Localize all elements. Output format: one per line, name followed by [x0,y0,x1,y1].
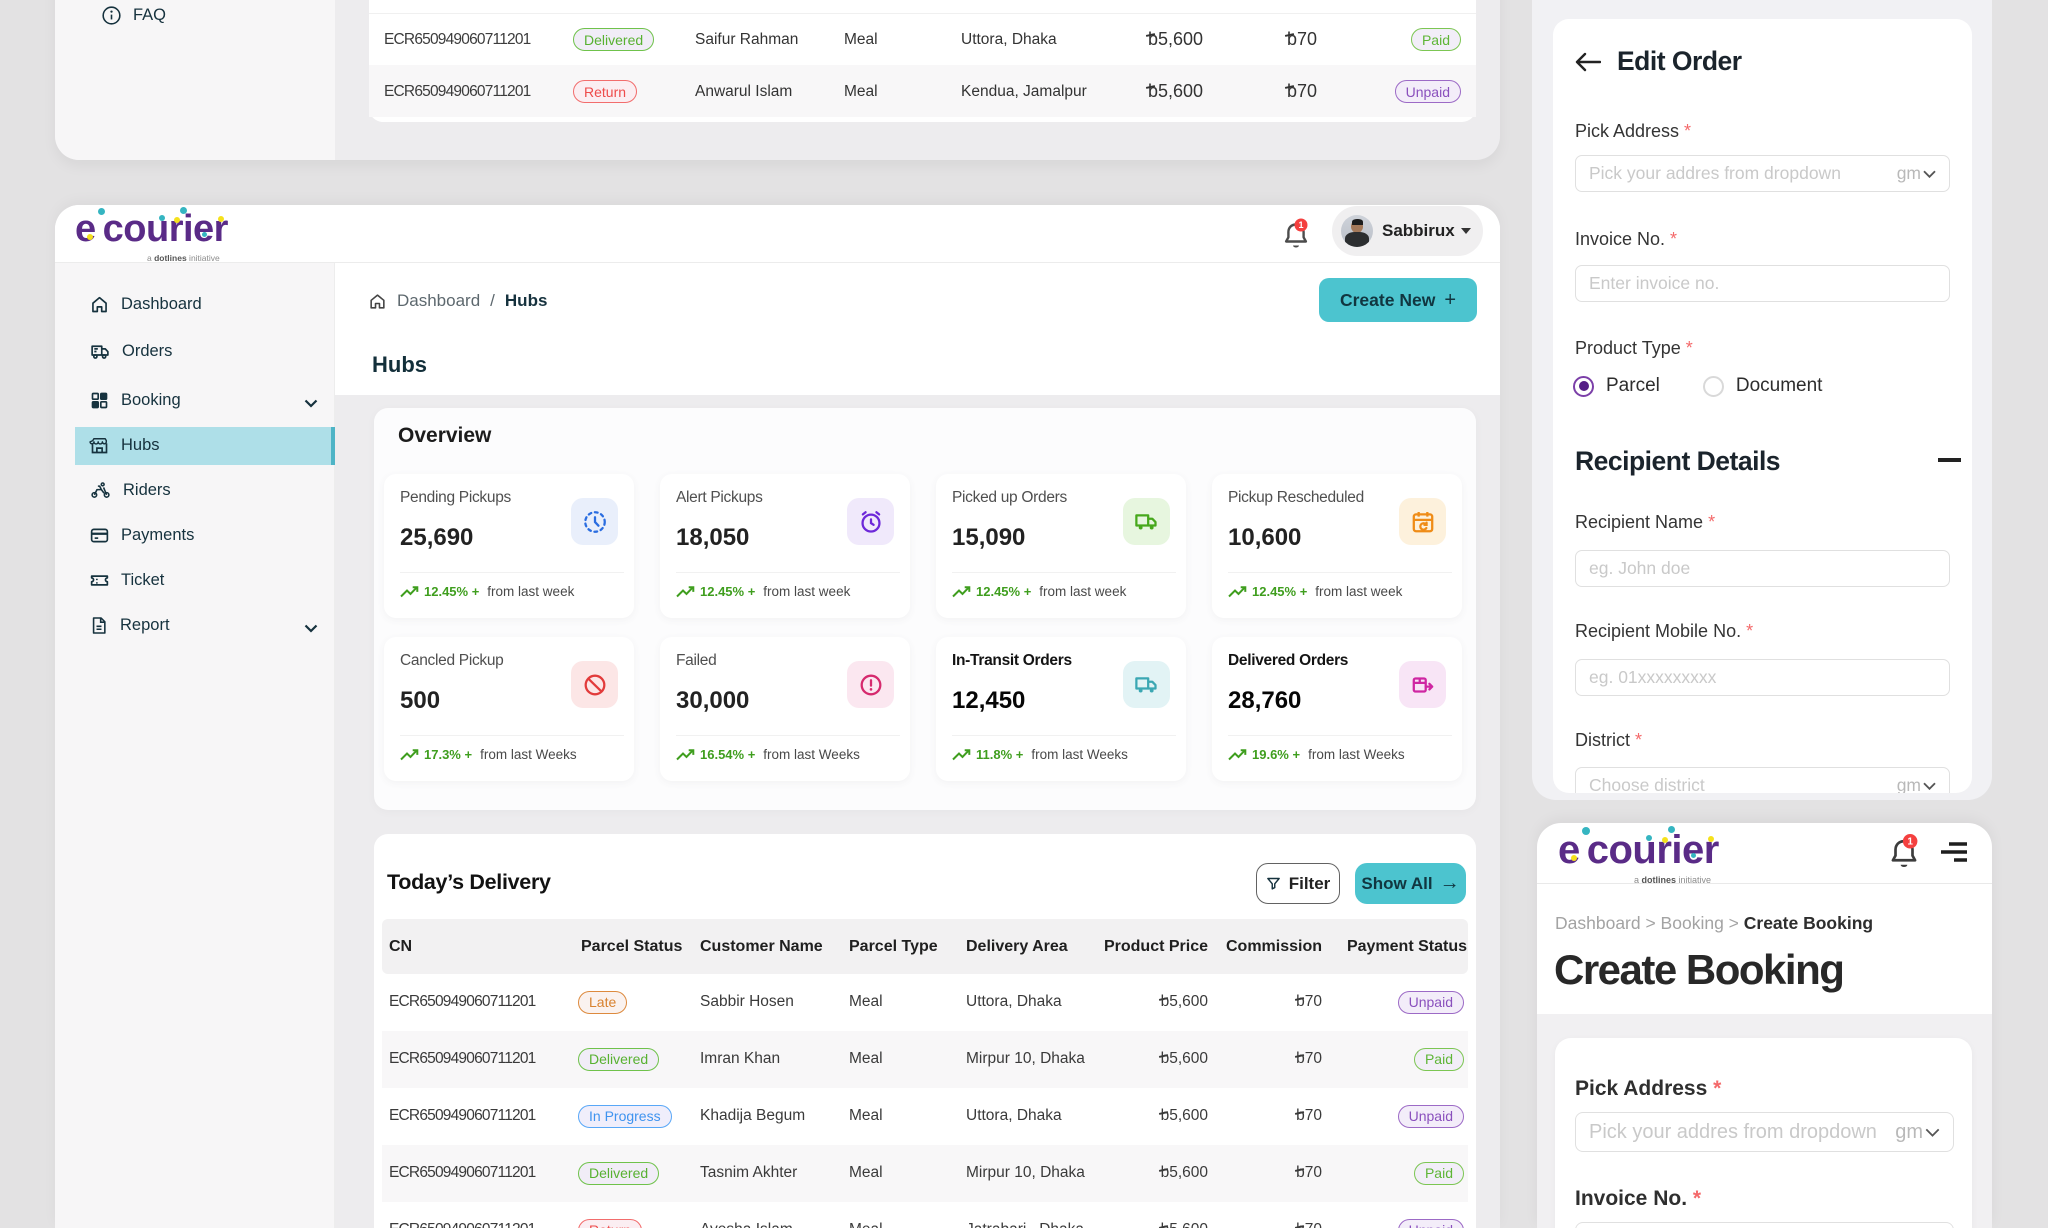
svg-text:1: 1 [1907,837,1913,848]
svg-text:1: 1 [1298,220,1303,230]
